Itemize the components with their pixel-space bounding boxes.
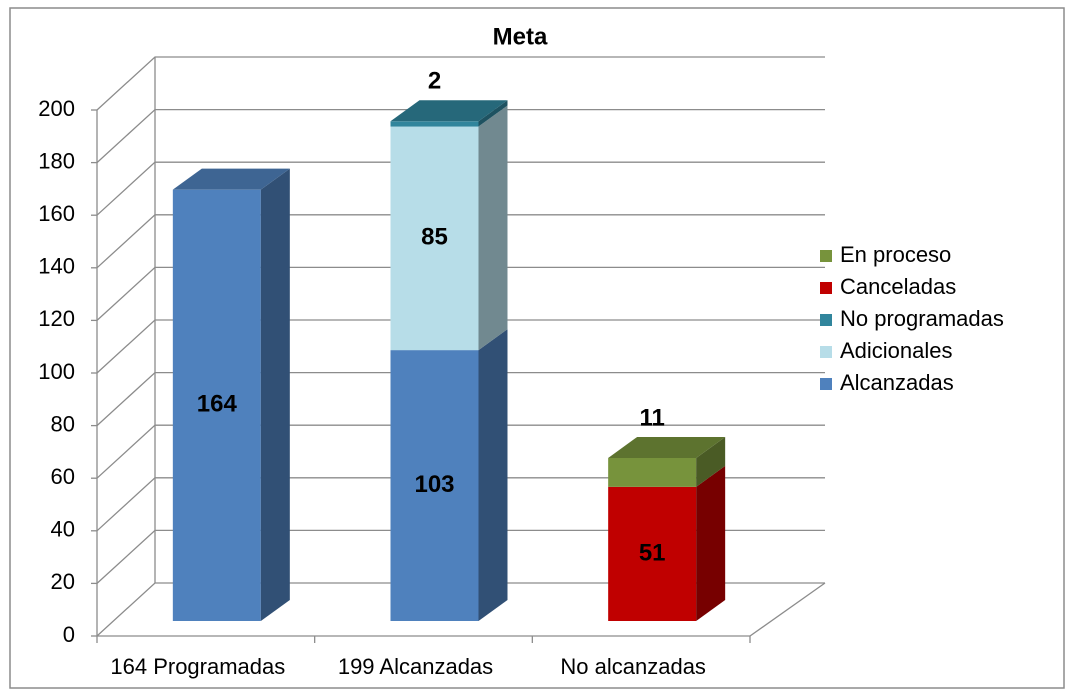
grid-line	[96, 319, 825, 374]
grid-line	[96, 371, 825, 427]
grid-line	[96, 529, 825, 584]
bar	[608, 486, 697, 621]
bar-side	[478, 329, 508, 621]
legend-label: En proceso	[840, 242, 951, 267]
y-tick-label: 100	[38, 359, 75, 384]
bar	[608, 457, 697, 487]
grid-line	[96, 582, 825, 637]
data-label: 2	[428, 68, 441, 95]
bar	[390, 126, 479, 351]
y-tick-label: 20	[51, 569, 75, 594]
legend-label: Alcanzadas	[840, 370, 954, 395]
y-tick-label: 60	[51, 464, 75, 489]
bar-top	[172, 168, 290, 190]
legend-swatch	[820, 282, 832, 294]
y-tick-label: 0	[63, 622, 75, 647]
data-label: 11	[639, 404, 664, 431]
y-tick-label: 180	[38, 148, 75, 173]
y-tick-label: 200	[38, 96, 75, 121]
legend-swatch	[820, 314, 832, 326]
data-label: 164	[197, 391, 238, 418]
data-label: 103	[414, 471, 454, 498]
legend-swatch	[820, 378, 832, 390]
x-tick-label: No alcanzadas	[560, 654, 706, 679]
grid-line	[96, 477, 825, 532]
y-tick-label: 160	[38, 201, 75, 226]
grid-line	[96, 214, 825, 269]
bar	[390, 121, 479, 127]
y-tick-label: 80	[51, 411, 75, 436]
y-tick-label: 120	[38, 306, 75, 331]
bar-side	[260, 168, 290, 621]
bar	[172, 189, 261, 621]
bar-side	[478, 100, 508, 127]
bar-side	[478, 105, 508, 351]
y-tick-label: 40	[51, 517, 75, 542]
legend-label: No programadas	[840, 306, 1004, 331]
bar-top	[390, 100, 508, 122]
data-label: 51	[639, 539, 666, 566]
y-tick-label: 140	[38, 254, 75, 279]
bar-side	[696, 436, 726, 487]
x-tick-label: 199 Alcanzadas	[338, 654, 493, 679]
chart-title: Meta	[493, 23, 548, 50]
bar-top	[608, 436, 726, 458]
floor-edge	[749, 582, 826, 637]
legend-swatch	[820, 250, 832, 262]
grid-line	[96, 56, 825, 111]
bar-side	[696, 465, 726, 621]
data-label: 85	[421, 224, 448, 251]
grid-line	[96, 266, 825, 321]
legend-label: Adicionales	[840, 338, 953, 363]
bar	[390, 350, 479, 621]
grid-line	[96, 108, 825, 164]
grid-line	[96, 161, 825, 216]
grid-line	[96, 424, 825, 479]
legend-label: Canceladas	[840, 274, 956, 299]
legend-swatch	[820, 346, 832, 358]
x-tick-label: 164 Programadas	[110, 654, 285, 679]
